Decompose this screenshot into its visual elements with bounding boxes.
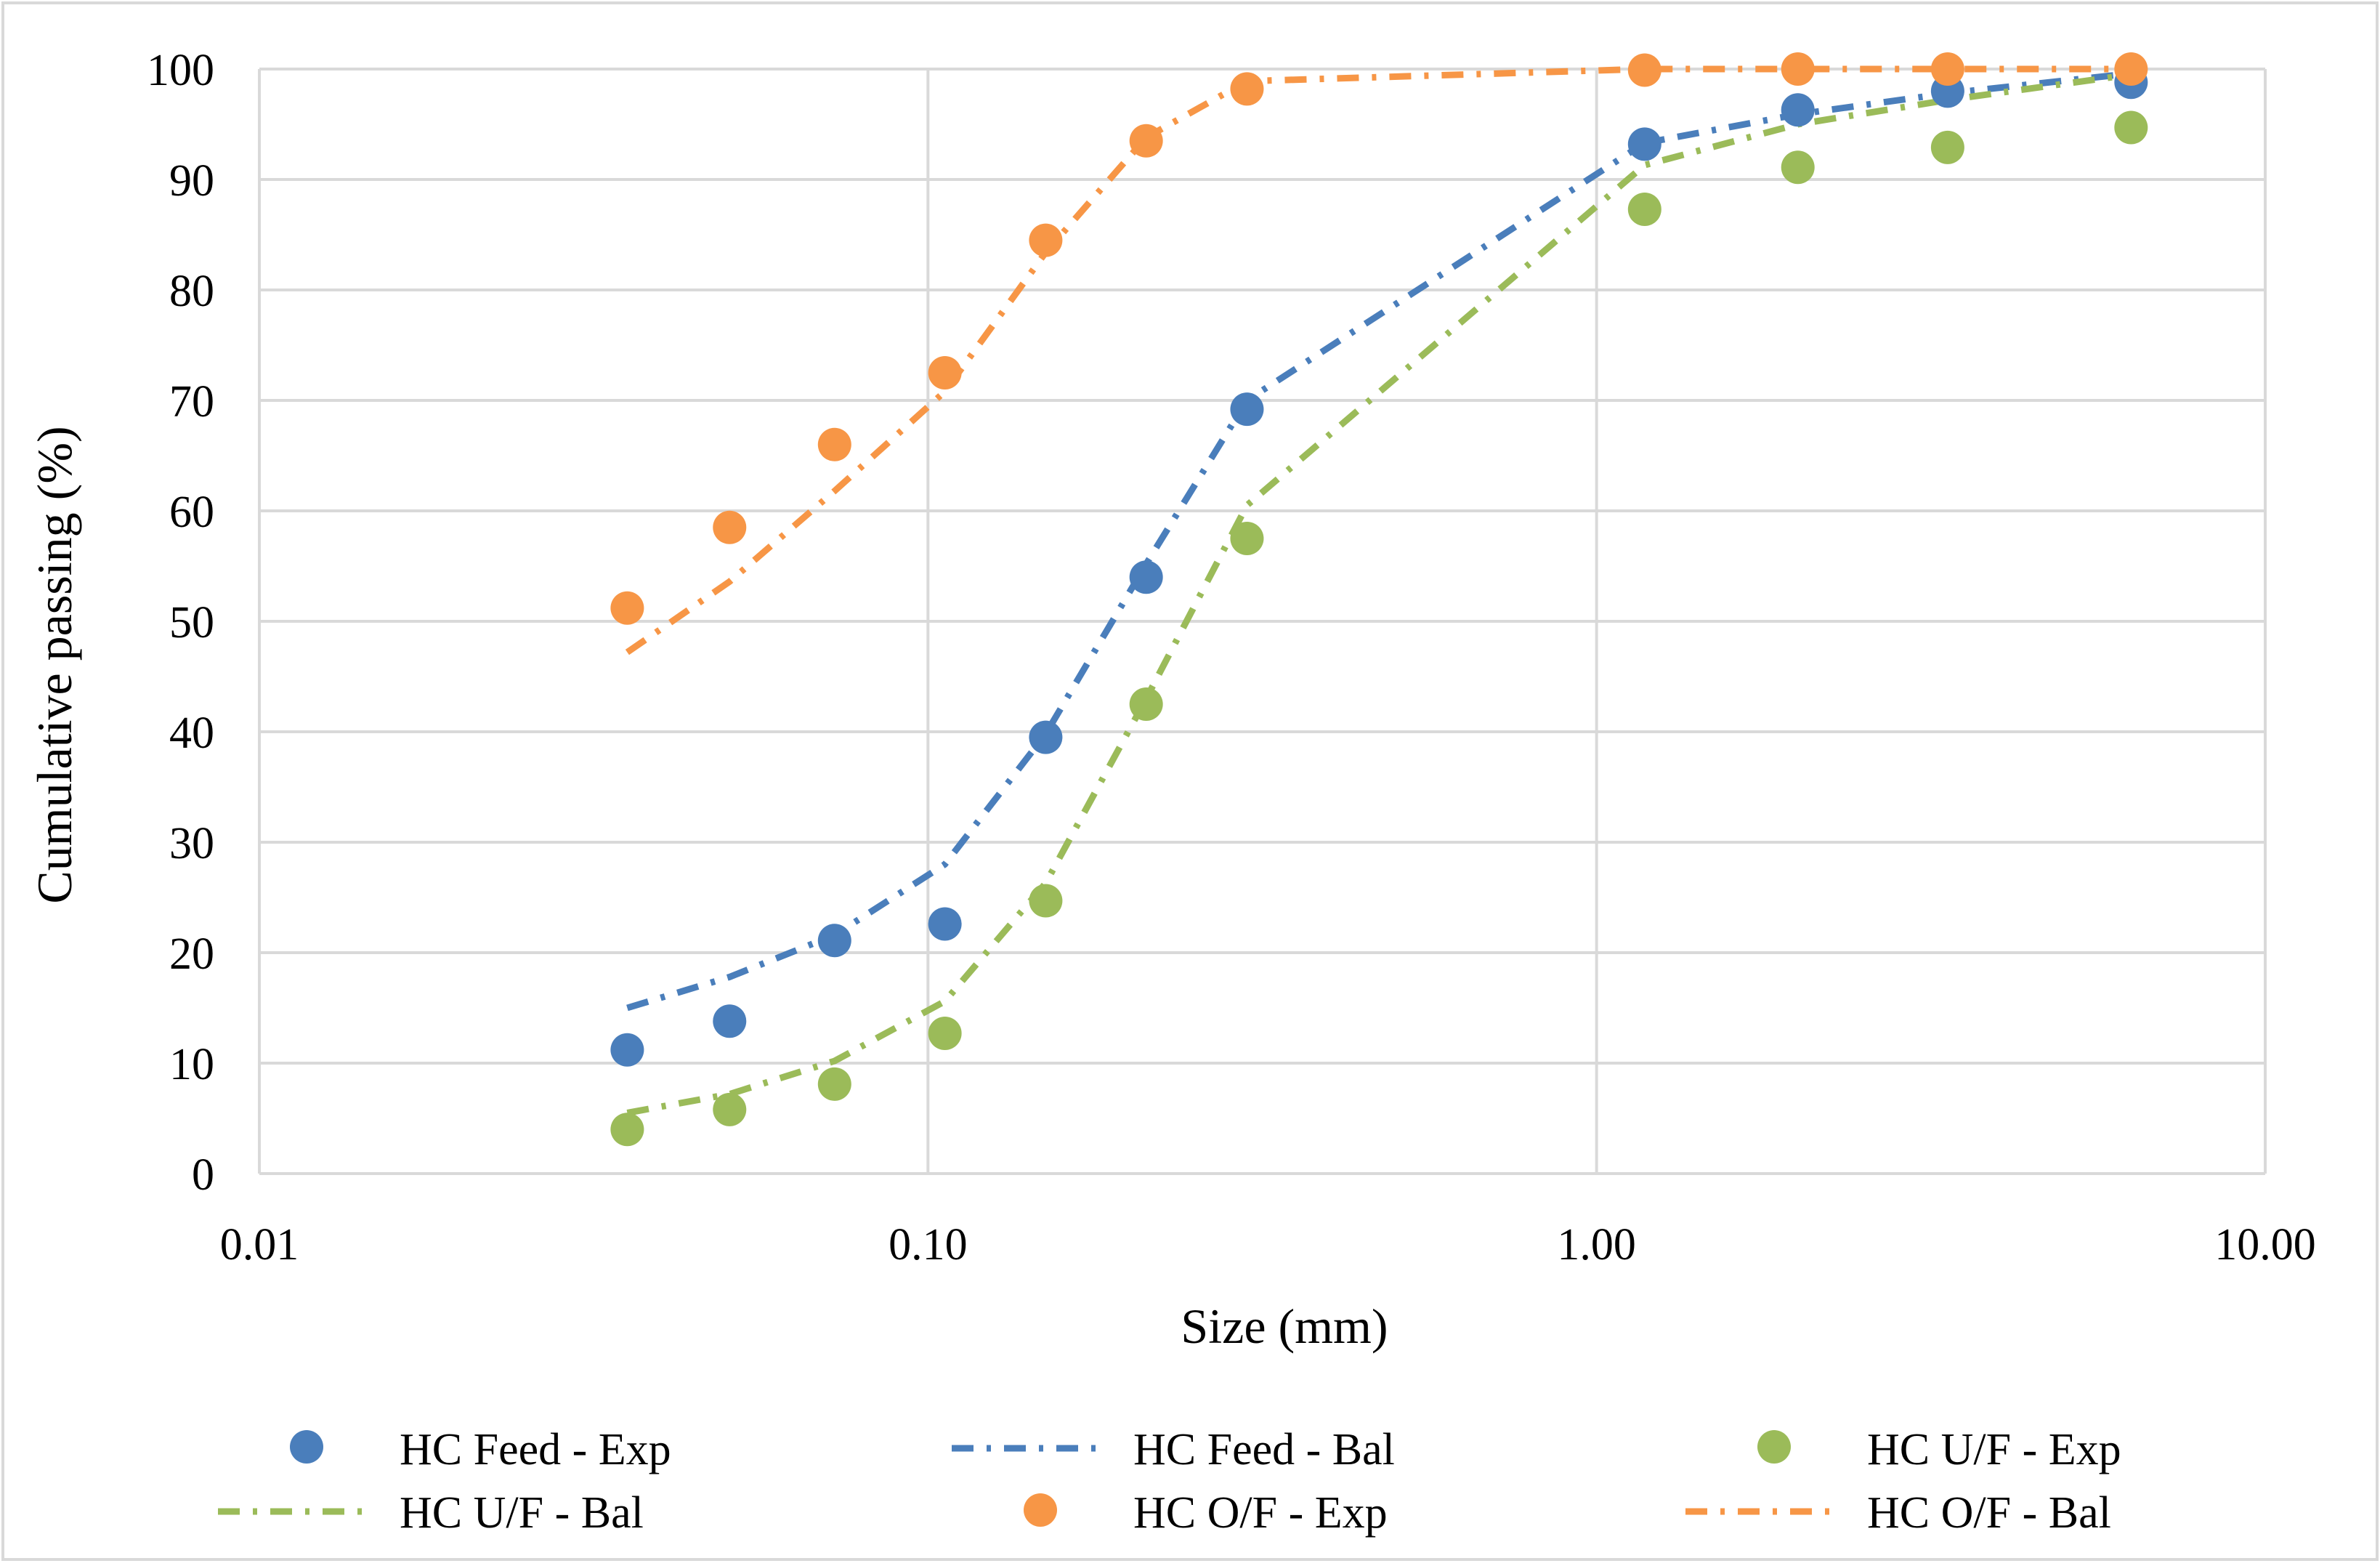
hc-o-f-exp-point [1930,52,1964,86]
y-tick-label: 50 [169,598,214,647]
x-tick-label: 0.01 [220,1220,299,1270]
hc-feed-bal-legend-label: HC Feed - Bal [1133,1425,1395,1474]
hc-u-f-exp-point [1230,522,1264,555]
hc-feed-exp-legend-label: HC Feed - Exp [400,1425,671,1474]
hc-o-f-exp-point [1129,124,1163,158]
hc-u-f-exp-point [1129,687,1163,721]
hc-u-f-exp-point [817,1067,851,1101]
hc-o-f-exp-point [2114,52,2148,86]
hc-u-f-exp-point [1781,150,1815,185]
hc-u-f-exp-point [1930,130,1964,164]
hc-u-f-bal-legend-label: HC U/F - Bal [400,1488,644,1538]
hc-u-f-exp-legend-symbol [1757,1430,1791,1464]
hc-feed-exp-point [610,1033,644,1067]
y-tick-label: 80 [169,267,214,316]
y-tick-label: 40 [169,709,214,758]
hc-feed-exp-legend-symbol [290,1430,323,1464]
x-tick-label: 1.00 [1557,1220,1636,1270]
hc-o-f-exp-point [610,591,644,625]
experimental-markers [610,52,2148,1147]
y-tick-label: 30 [169,819,214,868]
hc-u-f-exp-point [610,1113,644,1147]
hc-feed-exp-point [928,907,962,941]
hc-u-f-exp-point [1627,193,1661,227]
legend: HC Feed - Exp HC Feed - Bal HC U/F - Exp HC… [218,1425,2121,1538]
x-tick-label: 10.00 [2214,1220,2316,1270]
hc-o-f-exp-legend-label: HC O/F - Exp [1133,1488,1388,1538]
hc-o-f-exp-point [1230,72,1264,106]
hc-u-f-exp-point [1029,884,1063,918]
y-tick-label: 10 [169,1040,214,1089]
y-tick-label: 60 [169,488,214,537]
gridlines [259,68,2267,1174]
x-tick-label: 0.10 [889,1220,968,1270]
axes [258,69,2265,1175]
hc-o-f-exp-point [1781,52,1815,86]
y-axis-title: Cumulative passing (%) [27,426,82,903]
hc-feed-exp-point [1781,93,1815,127]
y-tick-label: 0 [192,1150,214,1200]
hc-o-f-exp-point [1029,223,1063,257]
x-axis-title: Size (mm) [1181,1299,1388,1354]
y-tick-label: 70 [169,377,214,427]
hc-u-f-exp-point [928,1016,962,1050]
hc-feed-exp-point [1029,720,1063,754]
hc-o-f-exp-point [713,510,747,544]
hc-feed-exp-point [1627,127,1661,161]
y-tick-label: 20 [169,929,214,979]
hc-feed-exp-point [1129,560,1163,594]
hc-o-f-bal-legend-label: HC O/F - Bal [1867,1488,2111,1538]
hc-feed-bal-line [626,70,2132,1012]
hc-u-f-exp-point [713,1092,747,1126]
tick-labels: 0 10 20 30 40 50 60 70 80 90 100 0.01 0.10 1.00 10.00 [147,46,2316,1270]
hc-o-f-exp-point [817,427,851,461]
hc-feed-exp-point [1230,392,1264,427]
hc-feed-exp-point [713,1004,747,1038]
hc-o-f-exp-point [928,356,962,390]
y-tick-label: 100 [147,46,214,95]
hc-o-f-exp-point [1627,53,1661,87]
hc-u-f-bal-line [626,71,2132,1116]
hc-u-f-exp-point [2114,110,2148,145]
hc-u-f-exp-legend-label: HC U/F - Exp [1867,1425,2121,1474]
hc-o-f-exp-legend-symbol [1024,1493,1057,1527]
y-tick-label: 90 [169,156,214,206]
hc-feed-exp-point [817,924,851,958]
